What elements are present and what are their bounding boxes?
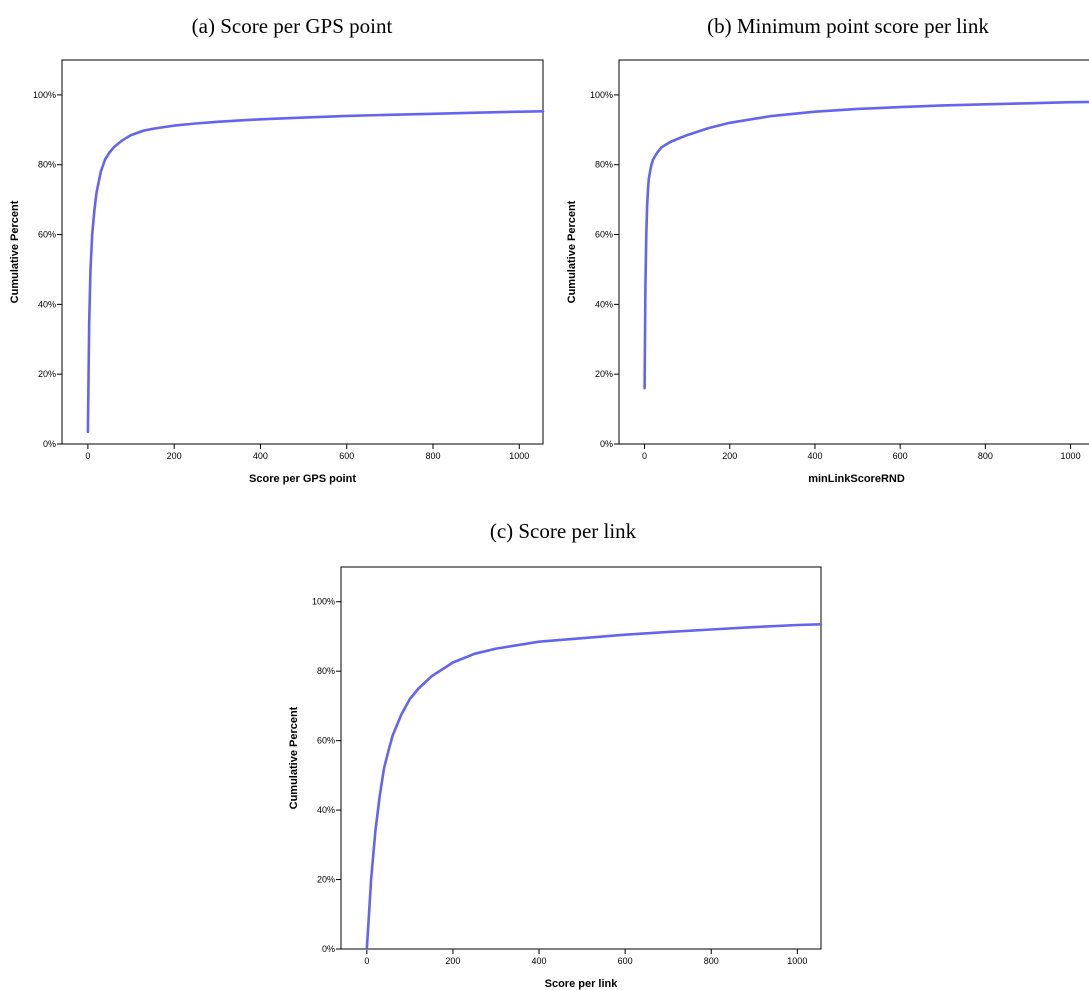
x-tick-label: 0 — [85, 451, 90, 461]
y-tick-label: 100% — [590, 90, 613, 100]
y-axis-label: Cumulative Percent — [288, 706, 300, 809]
y-tick-label: 20% — [317, 875, 335, 885]
caption-c: (c) Score per link — [489, 519, 637, 543]
y-tick-label: 0% — [322, 944, 335, 954]
x-tick-label: 1000 — [509, 451, 529, 461]
x-tick-label: 200 — [722, 451, 737, 461]
caption-a: (a) Score per GPS point — [191, 14, 393, 38]
y-tick-label: 0% — [43, 439, 56, 449]
x-tick-label: 600 — [893, 451, 908, 461]
x-tick-label: 800 — [704, 956, 719, 966]
x-axis-label: minLinkScoreRND — [808, 473, 905, 485]
x-tick-label: 0 — [642, 451, 647, 461]
x-tick-label: 600 — [339, 451, 354, 461]
y-tick-label: 80% — [38, 160, 56, 170]
plot-frame — [618, 59, 1089, 445]
y-tick-label: 40% — [38, 299, 56, 309]
plot-frame — [340, 566, 822, 950]
x-tick-label: 200 — [445, 956, 460, 966]
x-tick-label: 1000 — [1061, 451, 1081, 461]
y-tick-label: 80% — [595, 160, 613, 170]
y-tick-label: 0% — [600, 439, 613, 449]
x-tick-label: 200 — [167, 451, 182, 461]
x-axis-label: Score per GPS point — [249, 473, 356, 485]
y-tick-label: 20% — [38, 369, 56, 379]
x-axis-label: Score per link — [545, 978, 619, 990]
y-tick-label: 60% — [317, 736, 335, 746]
y-tick-label: 40% — [317, 805, 335, 815]
x-tick-label: 600 — [618, 956, 633, 966]
series-line — [86, 110, 545, 434]
y-tick-label: 20% — [595, 369, 613, 379]
y-tick-label: 80% — [317, 666, 335, 676]
y-tick-label: 100% — [312, 597, 335, 607]
series-line — [643, 100, 1089, 390]
caption-b: (b) Minimum point score per link — [707, 14, 989, 38]
x-tick-label: 800 — [425, 451, 440, 461]
x-tick-label: 400 — [253, 451, 268, 461]
x-tick-label: 400 — [807, 451, 822, 461]
x-tick-label: 400 — [532, 956, 547, 966]
y-tick-label: 40% — [595, 299, 613, 309]
x-tick-label: 800 — [978, 451, 993, 461]
y-axis-label: Cumulative Percent — [566, 200, 578, 303]
plot-frame — [61, 59, 544, 445]
x-tick-label: 0 — [364, 956, 369, 966]
x-tick-label: 1000 — [787, 956, 807, 966]
series-line — [365, 623, 823, 951]
y-tick-label: 60% — [595, 230, 613, 240]
y-tick-label: 100% — [33, 90, 56, 100]
y-tick-label: 60% — [38, 230, 56, 240]
y-axis-label: Cumulative Percent — [9, 200, 21, 303]
